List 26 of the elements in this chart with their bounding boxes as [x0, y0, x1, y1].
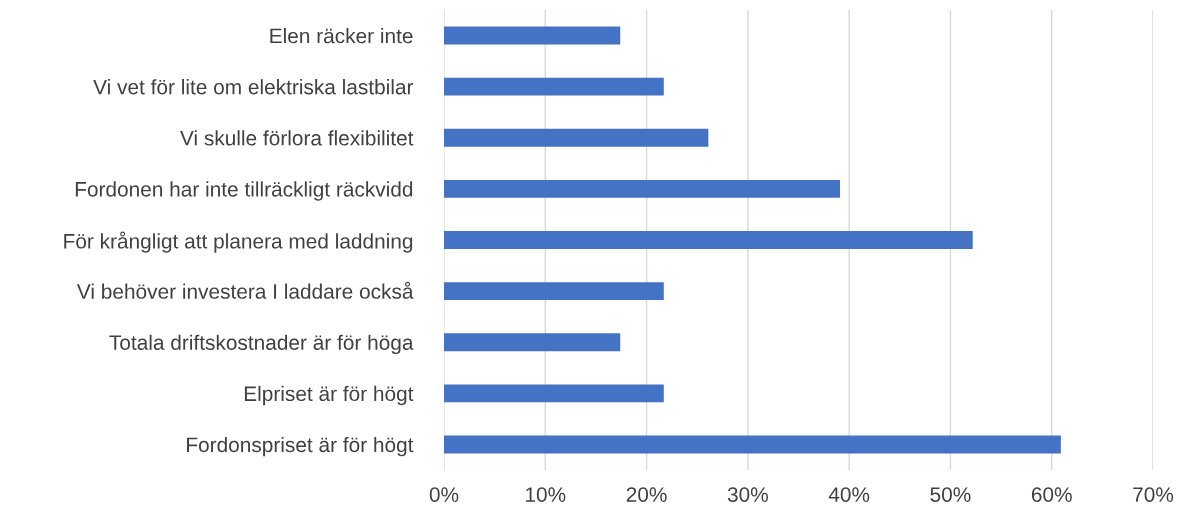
x-tick-label: 60%	[1031, 487, 1072, 502]
y-tick-label: Vi behöver investera I laddare också	[76, 281, 414, 299]
y-tick-label: Elen räcker inte	[270, 28, 413, 44]
bar	[444, 435, 1061, 454]
y-tick-label: Elpriset är för högt	[244, 385, 414, 406]
y-tick-label: Totala driftskostnader är för höga	[109, 334, 414, 355]
y-tick-label: Vi vet för lite om elektriska lastbilar	[93, 79, 414, 95]
x-tick-label: 70%	[1133, 487, 1174, 502]
bar	[444, 128, 709, 147]
y-tick-label: Fordonen har inte tillräckligt räckvidd	[75, 181, 413, 201]
bar	[444, 384, 664, 403]
x-tick-label: 20%	[626, 487, 667, 502]
bar	[444, 179, 841, 198]
y-tick-label: Fordonspriset är för högt	[187, 436, 414, 457]
x-tick-label: 10%	[526, 487, 566, 502]
bar	[444, 26, 621, 45]
y-tick-label: Vi skulle förlora flexibilitet	[180, 130, 414, 146]
x-tick-label: 0%	[429, 487, 459, 502]
x-tick-label: 40%	[828, 487, 870, 502]
x-tick-label: 50%	[930, 487, 971, 502]
bar	[444, 282, 664, 301]
bar	[444, 333, 621, 352]
bar	[444, 77, 664, 96]
bar	[444, 231, 973, 249]
x-tick-label: 30%	[727, 487, 768, 502]
y-tick-label: För krångligt att planera med laddning	[64, 231, 413, 253]
